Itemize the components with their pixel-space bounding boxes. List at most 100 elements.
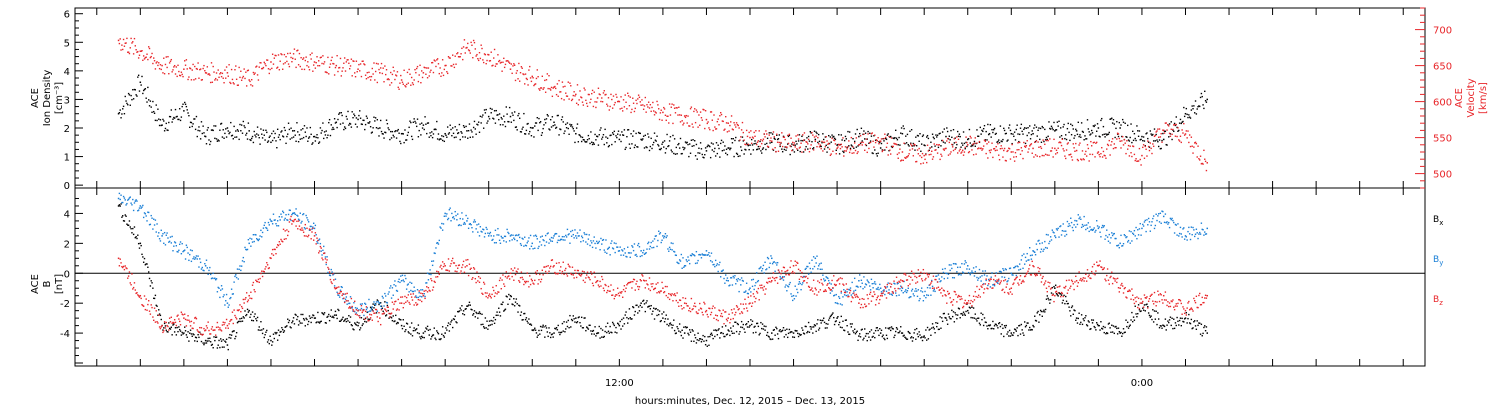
data-point xyxy=(637,244,639,247)
data-point xyxy=(597,144,600,146)
data-point xyxy=(581,136,584,139)
data-point xyxy=(831,137,833,140)
data-point xyxy=(1074,150,1076,152)
data-point xyxy=(295,140,297,143)
data-point xyxy=(742,280,745,282)
data-point xyxy=(879,140,882,142)
data-point xyxy=(917,335,920,338)
data-point xyxy=(649,245,652,248)
data-point xyxy=(296,122,298,124)
data-point xyxy=(982,130,984,133)
data-point xyxy=(523,73,525,76)
data-point xyxy=(975,318,977,320)
data-point xyxy=(761,327,763,330)
data-point xyxy=(747,143,750,146)
data-point xyxy=(764,136,766,138)
data-point xyxy=(1034,141,1037,143)
data-point xyxy=(943,312,945,315)
data-point xyxy=(216,347,219,349)
data-point xyxy=(549,89,552,91)
data-point xyxy=(465,214,467,217)
data-point xyxy=(165,56,167,58)
data-point xyxy=(656,100,658,103)
data-point xyxy=(1044,153,1047,156)
data-point xyxy=(176,115,178,118)
data-point xyxy=(669,114,672,116)
data-point xyxy=(657,309,659,311)
data-point xyxy=(190,121,193,124)
data-point xyxy=(127,224,130,226)
data-point xyxy=(384,301,386,303)
data-point xyxy=(681,152,683,155)
data-point xyxy=(1028,329,1030,331)
data-point xyxy=(441,72,443,74)
data-point xyxy=(954,312,956,314)
data-point xyxy=(1039,314,1041,316)
data-point xyxy=(514,126,517,129)
data-point xyxy=(1115,127,1117,130)
data-point xyxy=(1053,138,1055,141)
data-point xyxy=(688,125,690,127)
data-point xyxy=(527,122,529,125)
data-point xyxy=(399,281,401,284)
data-point xyxy=(786,143,789,145)
data-point xyxy=(965,141,967,144)
data-point xyxy=(532,248,534,250)
data-point xyxy=(364,302,366,305)
data-point xyxy=(987,328,989,330)
data-point xyxy=(728,330,730,332)
data-point xyxy=(741,279,744,282)
data-point xyxy=(822,274,824,276)
data-point xyxy=(585,99,587,102)
data-point xyxy=(659,148,662,151)
data-point xyxy=(1192,152,1194,154)
data-point xyxy=(896,139,899,141)
data-point xyxy=(394,320,396,322)
data-point xyxy=(871,152,873,154)
data-point xyxy=(1047,139,1049,142)
data-point xyxy=(1090,140,1092,143)
data-point xyxy=(445,215,447,217)
data-point xyxy=(225,300,227,302)
data-point xyxy=(570,235,573,237)
data-point xyxy=(915,327,918,330)
data-point xyxy=(524,133,526,135)
data-point xyxy=(838,321,841,324)
data-point xyxy=(201,78,203,81)
data-point xyxy=(430,134,432,137)
data-point xyxy=(697,332,699,334)
data-point xyxy=(480,122,482,124)
data-point xyxy=(925,329,927,331)
data-point xyxy=(906,133,909,136)
data-point xyxy=(731,142,734,144)
data-point xyxy=(829,292,832,294)
data-point xyxy=(488,320,491,322)
data-point xyxy=(678,330,680,332)
data-point xyxy=(837,146,839,148)
data-point xyxy=(828,142,830,145)
data-point xyxy=(483,109,486,111)
data-point xyxy=(224,69,226,71)
data-point xyxy=(312,135,315,138)
data-point xyxy=(356,126,358,128)
data-point xyxy=(188,115,190,117)
data-point xyxy=(134,89,136,91)
data-point xyxy=(803,275,806,278)
data-point xyxy=(638,310,641,312)
data-point xyxy=(1151,134,1153,137)
data-point xyxy=(1008,329,1011,332)
data-point xyxy=(1021,329,1023,331)
data-point xyxy=(768,266,770,269)
data-point xyxy=(1168,123,1171,125)
data-point xyxy=(891,146,894,149)
data-point xyxy=(1078,144,1080,146)
data-point xyxy=(626,256,628,258)
data-point xyxy=(1012,334,1014,337)
data-point xyxy=(451,326,454,329)
data-point xyxy=(765,130,767,132)
data-point xyxy=(469,52,471,54)
data-point xyxy=(1000,145,1002,147)
data-point xyxy=(777,337,780,340)
data-point xyxy=(959,148,961,151)
data-point xyxy=(616,96,618,98)
